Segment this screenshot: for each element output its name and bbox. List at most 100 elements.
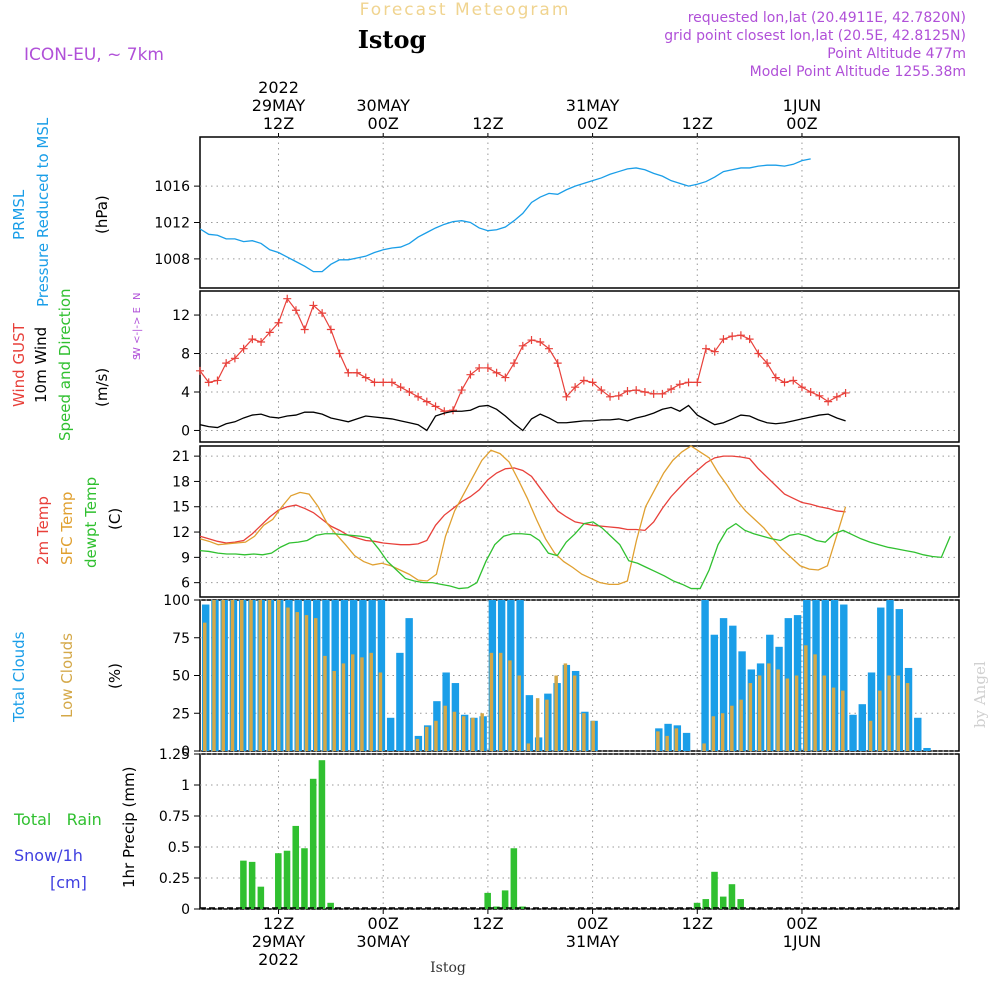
rain-bar [283, 850, 291, 909]
time-label-top: 31MAY [566, 96, 620, 115]
low-clouds-bar [323, 655, 327, 751]
rain-bar [292, 825, 300, 909]
wind-dir-label: Speed and Direction [56, 288, 74, 441]
low-clouds-bar [415, 738, 420, 751]
rain-bar [248, 861, 256, 909]
gust-marker [387, 378, 396, 387]
time-label-top: 1JUN [783, 96, 822, 115]
total-clouds-bar [525, 695, 534, 751]
time-label-bottom: 2022 [258, 950, 299, 969]
gust-marker [318, 309, 327, 318]
gust-marker [414, 392, 423, 401]
gust-marker [300, 325, 309, 334]
gust-marker [806, 387, 815, 396]
gust-marker [693, 378, 702, 387]
gust-marker [649, 389, 658, 398]
low-clouds-bar [813, 654, 817, 751]
total-clouds-bar [682, 732, 691, 751]
requested-coords: requested lon,lat (20.4911E, 42.7820N) [688, 10, 966, 26]
y-tick-label: 0.5 [168, 840, 190, 856]
y-tick-label: 1.25 [159, 747, 190, 763]
low-clouds-bar [239, 600, 244, 751]
gust-marker [562, 392, 571, 401]
pressure-panel: 1008 1012 1016 PRMSL Pressure Reduced to M… [10, 117, 960, 307]
low-clouds-bar [702, 743, 706, 751]
gust-marker [335, 349, 344, 358]
y-tick-label: 12 [172, 525, 190, 541]
model-altitude: Model Point Altitude 1255.38m [750, 64, 966, 80]
temperature-series [199, 445, 951, 590]
time-label-top: 00Z [368, 114, 399, 133]
y-tick-label: 100 [163, 593, 190, 609]
y-tick-label: 0.25 [159, 871, 190, 887]
wind-grid [200, 291, 959, 442]
low-clouds-bar [785, 678, 790, 751]
total-clouds-bar [396, 652, 404, 751]
gust-marker [213, 376, 222, 385]
low-clouds-bar [360, 657, 364, 751]
low-clouds-bar [711, 716, 716, 751]
time-label-bottom: 1JUN [783, 932, 822, 951]
clouds-panel: 0 25 50 75 100 Total Clouds Low Clouds (%) [10, 593, 960, 760]
temperature-y-ticks: 6 9 12 15 18 21 [172, 449, 200, 592]
grid-point-coords: grid point closest lon,lat (20.5E, 42.81… [664, 28, 966, 44]
low-clouds-bar [822, 675, 827, 751]
pressure-grid [200, 137, 959, 288]
gust-marker [248, 335, 257, 344]
time-label-top: 29MAY [252, 96, 306, 115]
gust-marker [230, 354, 239, 363]
gust-marker [824, 397, 833, 406]
rain-bar [309, 778, 317, 909]
gust-marker [291, 306, 300, 315]
total-clouds-bar [710, 634, 719, 751]
time-label-top: 30MAY [356, 96, 410, 115]
rain-bar [484, 892, 491, 909]
low-clouds-bar [508, 660, 512, 751]
gust-marker [440, 407, 449, 416]
time-label-bottom: 00Z [368, 914, 399, 933]
gust-marker [623, 387, 632, 396]
low-clouds-bar [868, 720, 873, 751]
gust-marker [431, 402, 440, 411]
gust-marker [283, 294, 292, 303]
gust-marker [789, 376, 798, 385]
gust-marker [544, 344, 553, 353]
low-clouds-bar [286, 607, 290, 751]
precip-grid [200, 753, 959, 910]
total-clouds-bar [867, 672, 876, 751]
dewpoint-label: dewpt Temp [82, 477, 100, 568]
dewpoint-line [199, 521, 951, 590]
gust-marker [597, 386, 606, 395]
gust-marker [728, 332, 737, 341]
gust-marker [579, 376, 588, 385]
clouds-y-ticks: 0 25 50 75 100 [163, 593, 200, 760]
gust-marker [588, 378, 597, 387]
gust-marker [797, 383, 806, 392]
point-altitude: Point Altitude 477m [827, 46, 966, 62]
y-tick-label: 0 [181, 902, 190, 918]
pressure-y-ticks: 1008 1012 1016 [154, 179, 200, 268]
low-clouds-bar [313, 618, 318, 751]
y-tick-label: 6 [181, 576, 190, 592]
low-clouds-bar [378, 672, 383, 751]
wind-panel: 0 4 8 12 Wind GUST 10m Wind Speed and Direc… [10, 288, 960, 443]
low-clouds-bar [498, 652, 503, 751]
rain-bar [257, 886, 265, 909]
low-clouds-bar [203, 622, 207, 751]
gust-marker [736, 331, 745, 340]
y-tick-label: 50 [172, 669, 190, 685]
wind-gust-label: Wind GUST [10, 322, 28, 407]
time-label-bottom: 29MAY [252, 932, 306, 951]
clouds-unit: (%) [106, 663, 124, 689]
gust-marker [527, 336, 536, 345]
gust-marker [483, 363, 492, 372]
low-clouds-bar [258, 600, 262, 751]
low-clouds-bar [748, 683, 753, 751]
y-tick-label: 1 [181, 778, 190, 794]
precip-panel: 0 0.25 0.5 0.75 1 1.25 Total Rain Snow/1h [cm… [13, 747, 960, 918]
t2m-line [199, 455, 846, 546]
low-clouds-bar [230, 600, 235, 751]
